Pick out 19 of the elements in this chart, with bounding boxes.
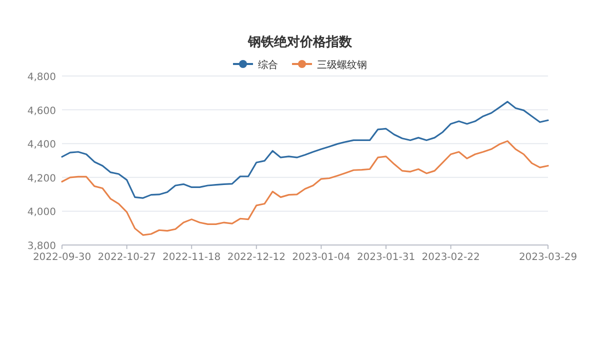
legend-label: 综合 — [258, 59, 278, 71]
y-tick-label: 4,600 — [27, 106, 56, 117]
x-tick-label: 2023-02-22 — [422, 252, 480, 263]
x-tick-label: 2023-01-31 — [356, 252, 416, 263]
x-tick-label: 2022-10-27 — [98, 252, 156, 263]
y-tick-label: 3,800 — [27, 241, 56, 252]
x-tick-label: 2022-12-12 — [227, 252, 286, 263]
x-tick-label: 2022-11-18 — [162, 252, 221, 263]
x-tick-label: 2023-01-04 — [292, 252, 350, 263]
y-tick-label: 4,000 — [27, 207, 56, 218]
x-tick-label: 2022-09-30 — [32, 252, 92, 263]
y-tick-label: 4,200 — [27, 173, 56, 184]
legend-label: 三级螺纹钢 — [317, 59, 367, 71]
y-tick-label: 4,400 — [27, 140, 56, 151]
chart-title: 钢铁绝对价格指数 — [247, 35, 353, 50]
line-series — [61, 140, 549, 236]
line-series — [61, 100, 549, 199]
y-tick-label: 4,800 — [27, 72, 56, 83]
x-tick-label: 2023-03-29 — [518, 252, 578, 263]
